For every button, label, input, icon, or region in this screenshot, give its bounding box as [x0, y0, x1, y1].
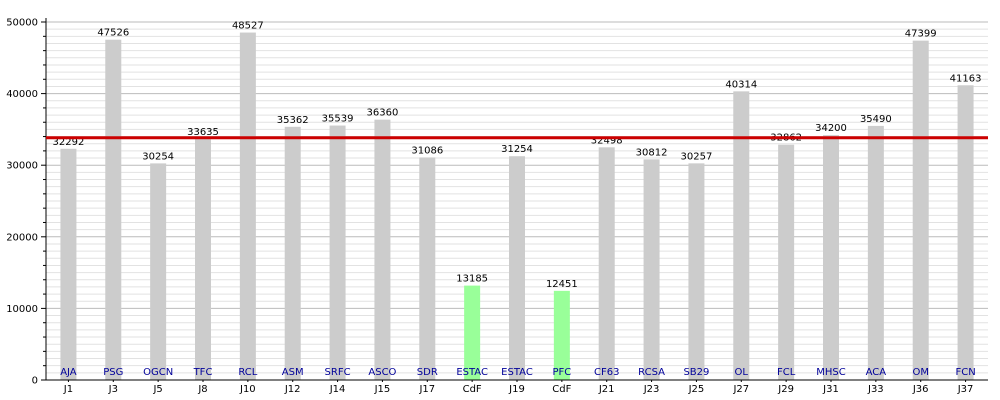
team-label: CF63: [594, 367, 619, 378]
bar: [464, 285, 481, 380]
y-tick-label: 10000: [6, 304, 38, 315]
x-tick-label: J5: [152, 384, 162, 395]
x-tick-label: J27: [732, 384, 749, 395]
team-label: SB29: [683, 367, 709, 378]
bar: [105, 39, 122, 381]
value-label: 30257: [681, 151, 713, 162]
x-tick-label: J37: [957, 384, 974, 395]
team-label: ASCO: [368, 367, 396, 378]
bar: [733, 91, 750, 381]
value-label: 47526: [97, 28, 129, 39]
x-tick-label: J12: [284, 384, 301, 395]
bar: [912, 40, 929, 380]
bar: [553, 290, 570, 380]
x-tick-label: J8: [197, 384, 207, 395]
value-label: 34200: [815, 123, 847, 134]
bar: [329, 125, 346, 380]
y-tick-label: 30000: [6, 161, 38, 172]
axes: 0 10000 20000 30000 40000 50000: [6, 18, 988, 387]
bar: [643, 159, 660, 380]
x-tick-label: CdF: [463, 384, 482, 395]
x-tick-label: J21: [598, 384, 615, 395]
value-label: 35539: [322, 114, 354, 125]
team-label: TFC: [193, 367, 213, 378]
bar: [867, 125, 884, 380]
value-label: 35490: [860, 114, 892, 125]
value-label: 33635: [187, 127, 219, 138]
team-label: ESTAC: [456, 367, 488, 378]
x-tick-label: J29: [777, 384, 794, 395]
team-label: MHSC: [816, 367, 845, 378]
bar: [150, 163, 167, 380]
team-label: FCN: [955, 367, 975, 378]
bar: [239, 32, 256, 380]
value-label: 30812: [636, 147, 668, 158]
value-label: 13185: [456, 274, 488, 285]
x-tick-label: J3: [108, 384, 118, 395]
team-label: OGCN: [143, 367, 173, 378]
x-tick-label: J10: [239, 384, 256, 395]
x-tick-label: J1: [63, 384, 73, 395]
team-label: ESTAC: [501, 367, 533, 378]
y-tick-label: 0: [32, 376, 38, 387]
bar: [688, 163, 705, 380]
bar: [823, 135, 839, 380]
value-label: 40314: [725, 79, 757, 90]
bar: [419, 157, 436, 380]
team-label: RCSA: [638, 367, 665, 378]
value-label: 47399: [905, 29, 937, 40]
y-tick-label: 20000: [6, 232, 38, 243]
bar: [284, 126, 301, 381]
bar: [195, 139, 211, 380]
team-label: OM: [912, 367, 929, 378]
bar: [957, 85, 974, 380]
team-label: RCL: [238, 367, 257, 378]
value-label: 35362: [277, 115, 309, 126]
bar: [60, 148, 77, 380]
x-tick-label: J33: [867, 384, 884, 395]
x-tick-label: CdF: [552, 384, 571, 395]
team-label: ACA: [866, 367, 887, 378]
x-tick-label: J17: [418, 384, 435, 395]
team-label: AJA: [60, 367, 77, 378]
y-tick-label: 50000: [6, 18, 38, 29]
value-label: 48527: [232, 21, 264, 32]
x-tick-label: J31: [822, 384, 839, 395]
x-tick-label: J19: [508, 384, 525, 395]
team-label: FCL: [777, 367, 796, 378]
x-tick-label: J25: [688, 384, 705, 395]
team-label: PSG: [103, 367, 123, 378]
team-label: SDR: [417, 367, 438, 378]
value-label: 32498: [591, 135, 623, 146]
value-label: 32292: [53, 137, 85, 148]
team-label: PFC: [552, 367, 571, 378]
value-label: 41163: [950, 73, 982, 84]
bar: [778, 144, 795, 380]
team-label: SRFC: [325, 367, 351, 378]
x-tick-label: J14: [329, 384, 346, 395]
team-label: OL: [735, 367, 749, 378]
value-label: 30254: [142, 151, 174, 162]
x-tick-label: J23: [643, 384, 660, 395]
value-label: 36360: [367, 108, 399, 119]
bar: [509, 156, 525, 380]
y-tick-label: 40000: [6, 89, 38, 100]
labels-group: 32292 AJA J1 47526 PSG J3 30254 OGCN J5 33635 TFC J…: [46, 21, 988, 395]
x-tick-label: J15: [374, 384, 391, 395]
bars-group: [60, 32, 974, 381]
value-label: 31086: [411, 145, 443, 156]
value-label: 31254: [501, 144, 533, 155]
x-tick-label: J36: [912, 384, 929, 395]
bar: [598, 147, 615, 380]
bar: [374, 119, 391, 380]
value-label: 12451: [546, 279, 578, 290]
team-label: ASM: [282, 367, 304, 378]
